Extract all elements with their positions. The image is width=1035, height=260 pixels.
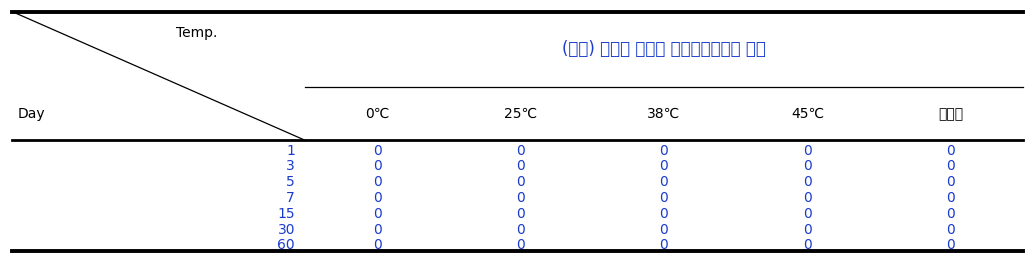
Text: 45℃: 45℃ bbox=[791, 107, 824, 121]
Text: 0: 0 bbox=[516, 191, 525, 205]
Text: 30: 30 bbox=[277, 223, 295, 237]
Text: 1: 1 bbox=[286, 144, 295, 158]
Text: 0: 0 bbox=[803, 191, 811, 205]
Text: 0: 0 bbox=[946, 207, 955, 221]
Text: 0: 0 bbox=[373, 207, 382, 221]
Text: 0: 0 bbox=[516, 159, 525, 173]
Text: Day: Day bbox=[18, 107, 46, 121]
Text: 7: 7 bbox=[287, 191, 295, 205]
Text: 0: 0 bbox=[659, 191, 669, 205]
Text: 0: 0 bbox=[516, 207, 525, 221]
Text: 0: 0 bbox=[659, 175, 669, 189]
Text: 0: 0 bbox=[659, 238, 669, 252]
Text: 0: 0 bbox=[516, 144, 525, 158]
Text: 5: 5 bbox=[287, 175, 295, 189]
Text: 0: 0 bbox=[373, 223, 382, 237]
Text: 25℃: 25℃ bbox=[504, 107, 537, 121]
Text: 0℃: 0℃ bbox=[365, 107, 389, 121]
Text: 0: 0 bbox=[803, 144, 811, 158]
Text: 0: 0 bbox=[803, 207, 811, 221]
Text: 0: 0 bbox=[373, 175, 382, 189]
Text: 0: 0 bbox=[803, 238, 811, 252]
Text: 자외선: 자외선 bbox=[939, 107, 964, 121]
Text: 15: 15 bbox=[277, 207, 295, 221]
Text: 0: 0 bbox=[946, 191, 955, 205]
Text: 0: 0 bbox=[946, 238, 955, 252]
Text: 0: 0 bbox=[373, 238, 382, 252]
Text: 0: 0 bbox=[659, 223, 669, 237]
Text: 0: 0 bbox=[659, 207, 669, 221]
Text: 0: 0 bbox=[946, 175, 955, 189]
Text: 3: 3 bbox=[287, 159, 295, 173]
Text: 0: 0 bbox=[373, 159, 382, 173]
Text: 0: 0 bbox=[803, 223, 811, 237]
Text: 0: 0 bbox=[373, 191, 382, 205]
Text: 0: 0 bbox=[659, 159, 669, 173]
Text: 0: 0 bbox=[946, 223, 955, 237]
Text: 0: 0 bbox=[946, 159, 955, 173]
Text: 0: 0 bbox=[946, 144, 955, 158]
Text: 0: 0 bbox=[803, 175, 811, 189]
Text: 60: 60 bbox=[277, 238, 295, 252]
Text: Temp.: Temp. bbox=[176, 25, 217, 40]
Text: 0: 0 bbox=[803, 159, 811, 173]
Text: 38℃: 38℃ bbox=[647, 107, 681, 121]
Text: 0: 0 bbox=[516, 238, 525, 252]
Text: (가칭) 이지함 바디랩 모이스춰라이징 로션: (가칭) 이지함 바디랩 모이스춰라이징 로션 bbox=[562, 40, 766, 58]
Text: 0: 0 bbox=[516, 223, 525, 237]
Text: 0: 0 bbox=[373, 144, 382, 158]
Text: 0: 0 bbox=[516, 175, 525, 189]
Text: 0: 0 bbox=[659, 144, 669, 158]
